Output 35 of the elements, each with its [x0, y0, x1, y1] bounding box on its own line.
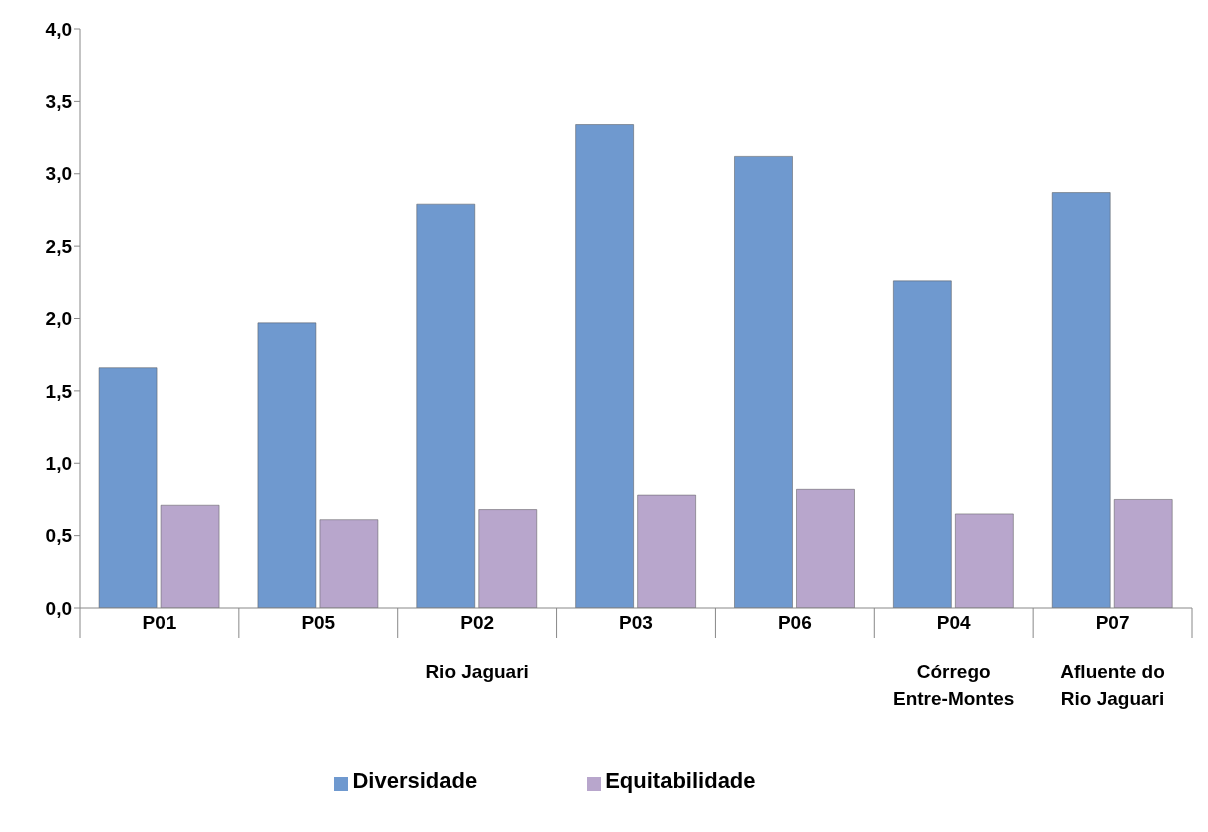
- x-tick-label: P05: [301, 612, 336, 634]
- y-tick-label: 2,0: [45, 308, 72, 330]
- bar: [319, 519, 379, 608]
- x-tick-label: P07: [1095, 612, 1130, 634]
- y-tick-label: 3,5: [45, 91, 73, 113]
- bar: [637, 494, 696, 608]
- x-tick-label: P03: [619, 612, 653, 634]
- y-tick-label: 1,5: [45, 380, 73, 402]
- bar: [575, 124, 634, 608]
- x-tick-label: P01: [142, 612, 177, 634]
- bar: [1113, 499, 1173, 608]
- y-tick-label: 2,5: [45, 235, 73, 257]
- bar: [98, 367, 158, 608]
- x-tick-label: P04: [936, 612, 972, 634]
- bar: [478, 509, 538, 608]
- bar: [416, 203, 476, 608]
- y-tick-label: 0,0: [45, 597, 72, 619]
- x-tick-label: P02: [460, 612, 495, 634]
- text: Rio Jaguari: [424, 660, 530, 684]
- bar: [955, 513, 1014, 608]
- bar: [160, 504, 220, 608]
- legend-label: Equitabilidade: [605, 768, 756, 793]
- bar: [1051, 192, 1111, 608]
- bar: [893, 280, 952, 608]
- bar: [257, 322, 317, 608]
- y-tick-label: 1,0: [45, 452, 72, 474]
- y-tick-label: 3,0: [45, 163, 72, 185]
- y-tick-label: 0,5: [45, 525, 73, 547]
- text: Afluente do Rio Jaguari: [1059, 660, 1166, 711]
- bar: [734, 156, 793, 608]
- legend-label: Diversidade: [352, 768, 478, 793]
- x-tick-label: P06: [777, 612, 812, 634]
- y-tick-label: 4,0: [45, 18, 72, 40]
- text: Córrego Entre-Montes: [892, 660, 1016, 711]
- bar: [796, 489, 855, 608]
